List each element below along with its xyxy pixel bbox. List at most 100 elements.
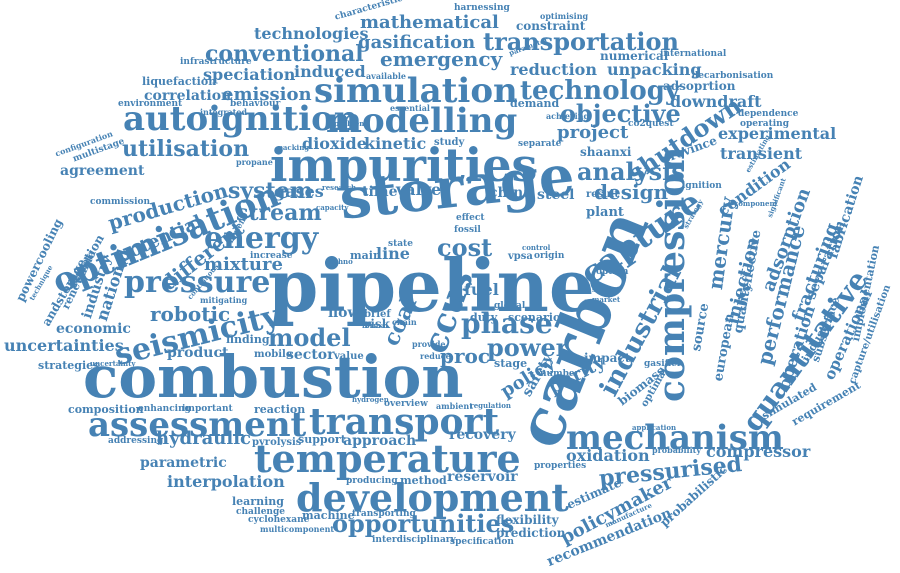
word-parametric: parametric — [140, 455, 227, 471]
word-robotic: robotic — [150, 302, 231, 326]
word-modelling: modelling — [326, 101, 518, 141]
word-specification: specification — [450, 537, 514, 547]
word-decarbonisation: decarbonisation — [692, 71, 774, 81]
word-techno: techno — [326, 257, 353, 266]
word-result: result — [586, 189, 619, 200]
word-dioxide: dioxide — [302, 134, 367, 153]
word-opportunities: opportunities — [332, 509, 515, 538]
word-available: available — [366, 71, 406, 81]
word-transporting: transporting — [352, 509, 416, 519]
word-reservoir: reservoir — [447, 469, 518, 485]
word-pyrolysis: pyrolysis — [252, 437, 302, 448]
word-liquefaction: liquefaction — [142, 75, 217, 88]
word-capacity: capacity — [316, 203, 349, 212]
word-probability: probability — [652, 445, 701, 455]
word-steel: steel — [537, 187, 575, 203]
word-kinetic: kinetic — [364, 134, 427, 153]
word-gasification: gasification — [358, 32, 476, 53]
word-interpolation: interpolation — [167, 472, 285, 491]
word-increase: increase — [250, 251, 293, 261]
word-regulation: regulation — [470, 401, 511, 410]
word-energy: energy — [204, 221, 319, 256]
word-option: option — [596, 267, 629, 277]
word-commission: commission — [90, 197, 151, 207]
word-reaction: reaction — [254, 403, 306, 416]
word-effect: effect — [456, 213, 485, 223]
word-operating: operating — [740, 119, 790, 129]
word-study: study — [434, 137, 465, 148]
word-european: european — [711, 312, 738, 383]
word-fabrication: fabrication — [825, 173, 867, 261]
word-technology: technology — [520, 76, 681, 106]
word-impurities: impurities — [270, 138, 538, 192]
word-prediction: prediction — [496, 526, 566, 540]
word-chain: chain — [392, 317, 417, 327]
word-challenge: challenge — [236, 507, 285, 517]
word-overview: overview — [384, 399, 428, 409]
word-transport: transport — [309, 401, 500, 443]
word-adsoprtion: adsoprtion — [663, 79, 736, 93]
word-vpsa: vpsa — [508, 251, 533, 262]
word-component: component — [734, 199, 778, 208]
word-scenario: scenario — [508, 311, 561, 324]
word-packing: packing — [278, 143, 310, 152]
word-project: project — [557, 122, 629, 143]
word-product: product — [167, 345, 229, 361]
word-harnessing: harnessing — [454, 3, 510, 13]
word-autoignition: autoignition — [123, 99, 359, 139]
word-uncertainty: uncertainty — [90, 359, 136, 368]
word-market: market — [592, 295, 621, 304]
word-solvent: solvent — [592, 285, 621, 294]
word-uncertainties: uncertainties — [4, 336, 124, 355]
word-design: design — [594, 180, 669, 204]
word-objective: objective — [560, 99, 681, 128]
word-value: value — [334, 351, 364, 362]
word-system: system — [228, 178, 313, 204]
word-experimental: experimental — [718, 124, 837, 143]
word-proc: proc — [440, 344, 491, 368]
word-strategies: strategies — [38, 359, 100, 372]
word-speciation: speciation — [203, 65, 296, 84]
word-plant: plant — [586, 205, 624, 220]
word-number: number — [540, 369, 580, 379]
word-line: line — [376, 244, 410, 263]
word-model: model — [268, 323, 351, 352]
word-integrated: integrated — [200, 107, 248, 117]
word-source: source — [689, 302, 713, 353]
word-brief: brief — [364, 309, 391, 320]
word-power: power — [487, 333, 569, 362]
word-risk: risk — [364, 317, 390, 331]
word-producing: producing — [346, 476, 398, 486]
word-mobile: mobile — [254, 349, 293, 360]
word-optimising: optimising — [540, 11, 589, 21]
word-fossil: fossil — [454, 225, 481, 235]
word-analysis: analysis — [577, 157, 685, 186]
word-essential: essential — [390, 103, 430, 113]
word-cyclohexane: cyclohexane — [248, 515, 310, 525]
word-oxidation: oxidation — [566, 446, 650, 465]
word-co2quest: co2quest — [628, 119, 674, 129]
word-properties: properties — [534, 461, 587, 471]
word-dependence: dependence — [738, 109, 799, 119]
word-valve: valve — [396, 180, 442, 199]
word-pressure: pressure — [124, 265, 271, 300]
word-mixture: mixture — [204, 254, 283, 275]
word-research: research — [322, 183, 357, 192]
word-hydraulic: hydraulic — [156, 428, 252, 449]
word-addressing: addressing — [108, 436, 164, 446]
word-ambient: ambient — [436, 401, 473, 411]
word-phase: phase — [461, 307, 553, 340]
word-temperature: temperature — [254, 436, 521, 481]
word-induced: induced — [294, 62, 366, 81]
word-interdisciplinary: interdisciplinary — [372, 535, 456, 545]
word-machine: machine — [302, 509, 355, 522]
word-provide: provide — [412, 339, 446, 349]
word-constraint: constraint — [516, 19, 586, 33]
word-pipeline: pipeline — [268, 243, 595, 328]
word-assessment: assessment — [88, 405, 307, 445]
word-main: main — [350, 249, 381, 262]
word-gases: gases — [274, 182, 324, 201]
word-cost: cost — [437, 233, 493, 262]
word-impact: impact — [584, 351, 631, 365]
